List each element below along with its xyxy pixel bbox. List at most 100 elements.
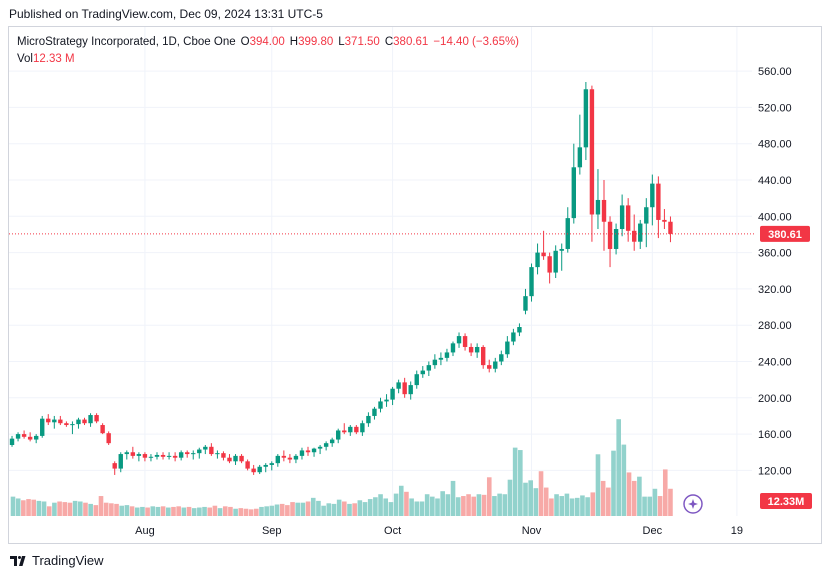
high-value: 399.80 <box>298 36 334 48</box>
candle-body <box>342 430 347 433</box>
candle-body <box>70 424 75 426</box>
volume-bar <box>600 480 606 516</box>
candle-body <box>166 455 172 457</box>
volume-bar <box>326 503 332 516</box>
volume-bar <box>662 469 668 516</box>
overlay: 380.61 12.33M <box>9 225 812 514</box>
volume-bar <box>83 502 88 516</box>
y-tick-label: 360.00 <box>758 248 792 260</box>
volume-bar <box>26 499 31 516</box>
candle-body <box>100 425 105 434</box>
candle-body <box>474 346 480 353</box>
volume-bar <box>404 491 409 516</box>
close-label: C <box>384 36 394 48</box>
candle-body <box>396 382 401 389</box>
candle-body <box>197 449 202 454</box>
volume-bar <box>155 506 161 516</box>
volume-bar <box>160 506 166 516</box>
candle-body <box>82 419 87 424</box>
candle-body <box>529 267 534 297</box>
candle-body <box>263 464 268 467</box>
candle-body <box>293 455 299 460</box>
volume-bar <box>383 498 389 516</box>
candle-body <box>184 452 190 455</box>
candle-body <box>311 448 317 453</box>
candle-body <box>275 455 281 464</box>
volume-bar <box>134 507 140 516</box>
volume-bar <box>295 502 301 516</box>
volume-bar <box>336 499 342 516</box>
volume-bar <box>466 494 471 516</box>
candle-body <box>601 199 607 222</box>
volume-bar <box>518 450 523 516</box>
volume-bar <box>290 502 295 516</box>
candle-body <box>547 256 552 273</box>
candle-body <box>354 426 359 433</box>
volume-bar <box>450 480 456 516</box>
volume-bar <box>331 503 337 516</box>
candle-body <box>619 205 625 230</box>
candle-body <box>553 250 558 273</box>
candle-body <box>191 453 196 455</box>
candle-body <box>577 147 583 168</box>
candle-body <box>52 419 57 423</box>
volume-bar <box>52 502 57 516</box>
candle-body <box>15 434 21 439</box>
y-tick-label: 560.00 <box>758 66 792 78</box>
volume-bar <box>668 488 673 516</box>
volume-bar <box>590 492 596 516</box>
candle-body <box>607 221 613 249</box>
volume-bar <box>207 507 213 516</box>
grid <box>9 27 752 516</box>
volume-bar <box>171 506 176 516</box>
volume-bar <box>238 508 244 516</box>
volume-bar <box>109 503 114 516</box>
volume-bar <box>445 494 451 516</box>
volume-bar <box>310 497 316 516</box>
candle-body <box>656 183 661 220</box>
candle-body <box>432 359 438 366</box>
candle-body <box>329 439 335 444</box>
candle-body <box>613 229 619 249</box>
candle-body <box>112 463 117 469</box>
volume-bar <box>486 477 492 516</box>
candle-body <box>625 205 631 231</box>
candle-body <box>468 346 474 353</box>
last-volume-badge <box>760 493 812 509</box>
candle-body <box>336 430 341 440</box>
volume-bar <box>57 501 62 516</box>
volume-bar <box>538 471 544 516</box>
volume-bar <box>409 498 414 516</box>
ohlc-legend: MicroStrategy Incorporated, 1D, Cboe One… <box>17 36 519 48</box>
volume-bar <box>580 495 585 516</box>
volume-bar <box>606 487 611 516</box>
volume-bar <box>373 497 378 516</box>
volume-bar <box>254 508 259 516</box>
volume-bar <box>595 454 601 516</box>
candle-body <box>88 415 93 424</box>
candle-body <box>662 219 667 222</box>
candle-body <box>348 426 353 433</box>
candle-body <box>559 248 564 251</box>
volume-bar <box>492 496 497 516</box>
candle-body <box>209 446 214 455</box>
volume-bar <box>626 472 632 516</box>
volume-bar <box>166 507 171 516</box>
candle-body <box>420 370 425 375</box>
volume-bar <box>574 497 580 516</box>
volume-bar <box>647 496 653 516</box>
volume-bar <box>264 506 269 516</box>
candle-body <box>372 408 377 416</box>
volume-bar <box>31 499 37 516</box>
volume-bar <box>554 494 559 516</box>
volume-bar <box>507 479 513 516</box>
footer-brand[interactable]: TradingView <box>10 553 104 568</box>
volume-bar <box>46 506 52 516</box>
candle-body <box>638 223 643 242</box>
candle-body <box>499 354 504 362</box>
open-label: O <box>240 36 250 48</box>
candle-body <box>632 230 637 242</box>
volume-bar <box>197 507 202 516</box>
volume-bar <box>300 502 306 516</box>
